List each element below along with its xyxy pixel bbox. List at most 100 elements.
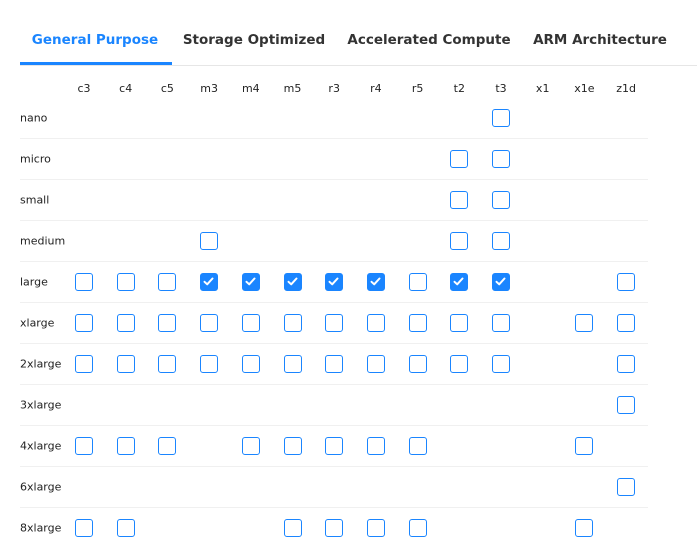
- row-divider: [20, 384, 648, 385]
- tab-accelerated-compute[interactable]: Accelerated Compute: [347, 32, 511, 48]
- row-divider: [20, 302, 648, 303]
- checkbox-t3-2xlarge[interactable]: [492, 355, 510, 373]
- column-header-r4: r4: [370, 82, 382, 95]
- row-divider: [20, 343, 648, 344]
- checkbox-t2-medium[interactable]: [450, 232, 469, 250]
- checkmark-icon: [328, 277, 339, 286]
- checkbox-r3-8xlarge[interactable]: [325, 519, 344, 537]
- row-divider: [20, 138, 648, 139]
- checkbox-c3-2xlarge[interactable]: [75, 355, 93, 373]
- column-header-c3: c3: [77, 82, 91, 95]
- checkbox-t3-medium[interactable]: [492, 232, 510, 250]
- checkbox-r3-2xlarge[interactable]: [325, 355, 344, 373]
- row-divider: [20, 507, 648, 508]
- checkbox-t2-2xlarge[interactable]: [450, 355, 469, 373]
- checkbox-t3-xlarge[interactable]: [492, 314, 510, 332]
- checkbox-c5-xlarge[interactable]: [158, 314, 177, 332]
- column-header-m4: m4: [241, 82, 260, 95]
- checkbox-r4-8xlarge[interactable]: [366, 519, 385, 537]
- checkmark-icon: [453, 277, 464, 286]
- active-tab-indicator: [20, 62, 172, 65]
- row-label-micro: micro: [20, 152, 51, 166]
- row-label-nano: nano: [20, 111, 48, 125]
- checkbox-m5-xlarge[interactable]: [283, 314, 302, 332]
- checkbox-m4-xlarge[interactable]: [241, 314, 260, 332]
- checkbox-c3-large[interactable]: [75, 273, 93, 291]
- tab-arm-architecture[interactable]: ARM Architecture: [533, 32, 667, 48]
- column-header-r5: r5: [411, 82, 424, 95]
- checkbox-m5-2xlarge[interactable]: [283, 355, 302, 373]
- checkbox-r5-2xlarge[interactable]: [408, 355, 427, 373]
- column-header-x1: x1: [535, 82, 550, 95]
- instance-family-tabs: General Purpose Storage Optimized Accele…: [20, 0, 697, 66]
- tab-general-purpose[interactable]: General Purpose: [31, 32, 159, 48]
- checkmark-icon: [287, 277, 297, 286]
- checkbox-m5-4xlarge[interactable]: [283, 437, 302, 455]
- column-header-t3: t3: [495, 82, 507, 95]
- checkbox-r3-xlarge[interactable]: [325, 314, 344, 332]
- checkbox-t3-large[interactable]: [492, 273, 510, 291]
- row-label-4xlarge: 4xlarge: [20, 439, 62, 453]
- checkbox-z1d-large[interactable]: [617, 273, 636, 291]
- checkbox-x1e-8xlarge[interactable]: [575, 519, 594, 537]
- checkbox-m5-large[interactable]: [283, 273, 302, 291]
- row-divider: [20, 466, 648, 467]
- checkbox-z1d-3xlarge[interactable]: [617, 396, 636, 414]
- checkbox-m3-medium[interactable]: [200, 232, 219, 250]
- checkbox-c4-2xlarge[interactable]: [116, 355, 135, 373]
- checkbox-t2-large[interactable]: [450, 273, 469, 291]
- column-header-m3: m3: [200, 82, 218, 95]
- checkbox-r5-large[interactable]: [408, 273, 427, 291]
- checkbox-x1e-xlarge[interactable]: [575, 314, 594, 332]
- checkbox-m4-large[interactable]: [241, 273, 260, 291]
- checkbox-c4-8xlarge[interactable]: [116, 519, 135, 537]
- checkbox-r4-4xlarge[interactable]: [366, 437, 385, 455]
- checkbox-m4-4xlarge[interactable]: [241, 437, 260, 455]
- checkbox-t3-nano[interactable]: [492, 109, 510, 127]
- checkbox-c3-xlarge[interactable]: [75, 314, 93, 332]
- checkbox-r5-8xlarge[interactable]: [408, 519, 427, 537]
- checkbox-m4-2xlarge[interactable]: [241, 355, 260, 373]
- row-divider: [20, 261, 648, 262]
- checkbox-m5-8xlarge[interactable]: [283, 519, 302, 537]
- row-divider: [20, 220, 648, 221]
- column-header-t2: t2: [453, 82, 465, 95]
- row-label-6xlarge: 6xlarge: [20, 480, 62, 494]
- row-label-medium: medium: [20, 234, 66, 248]
- checkbox-c4-xlarge[interactable]: [116, 314, 135, 332]
- checkbox-c5-large[interactable]: [158, 273, 177, 291]
- checkmark-icon: [495, 277, 506, 286]
- checkmark-icon: [245, 277, 256, 286]
- checkbox-r4-2xlarge[interactable]: [366, 355, 385, 373]
- checkbox-z1d-xlarge[interactable]: [617, 314, 636, 332]
- checkbox-c4-4xlarge[interactable]: [116, 437, 135, 455]
- checkbox-x1e-4xlarge[interactable]: [575, 437, 594, 455]
- tab-storage-optimized[interactable]: Storage Optimized: [182, 32, 326, 48]
- column-header-c4: c4: [119, 82, 133, 95]
- checkbox-m3-large[interactable]: [200, 273, 219, 291]
- checkbox-r3-4xlarge[interactable]: [325, 437, 344, 455]
- checkbox-c5-4xlarge[interactable]: [158, 437, 177, 455]
- checkbox-r3-large[interactable]: [325, 273, 344, 291]
- checkbox-z1d-6xlarge[interactable]: [617, 478, 636, 496]
- checkbox-r4-xlarge[interactable]: [366, 314, 385, 332]
- checkbox-z1d-2xlarge[interactable]: [617, 355, 636, 373]
- checkbox-c3-4xlarge[interactable]: [75, 437, 93, 455]
- column-header-r3: r3: [328, 82, 340, 95]
- checkbox-c3-8xlarge[interactable]: [75, 519, 93, 537]
- checkbox-t2-small[interactable]: [450, 191, 469, 209]
- row-label-small: small: [20, 193, 50, 207]
- checkbox-m3-xlarge[interactable]: [200, 314, 219, 332]
- checkbox-c5-2xlarge[interactable]: [158, 355, 177, 373]
- checkbox-r4-large[interactable]: [366, 273, 385, 291]
- checkbox-t3-small[interactable]: [492, 191, 510, 209]
- checkbox-t2-xlarge[interactable]: [450, 314, 469, 332]
- checkbox-t2-micro[interactable]: [450, 150, 469, 168]
- row-divider: [20, 425, 648, 426]
- checkbox-r5-xlarge[interactable]: [408, 314, 427, 332]
- checkbox-t3-micro[interactable]: [492, 150, 510, 168]
- column-header-x1e: x1e: [574, 82, 595, 95]
- checkbox-r5-4xlarge[interactable]: [408, 437, 427, 455]
- checkbox-c4-large[interactable]: [116, 273, 135, 291]
- checkbox-m3-2xlarge[interactable]: [200, 355, 219, 373]
